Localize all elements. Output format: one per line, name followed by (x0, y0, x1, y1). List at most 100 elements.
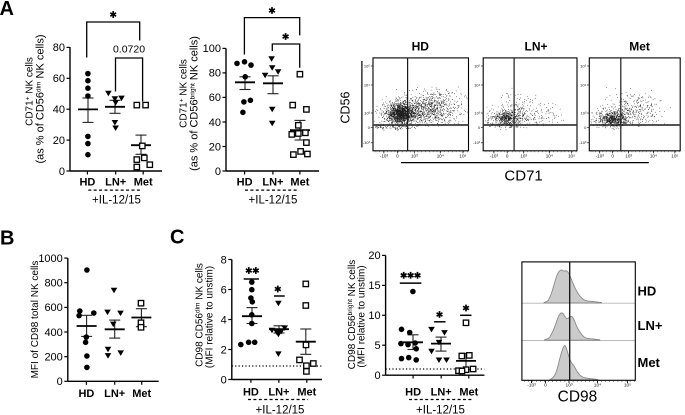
svg-text:0: 0 (396, 153, 399, 158)
svg-text:CD56: CD56 (339, 91, 353, 123)
svg-text:10⁵: 10⁵ (459, 153, 466, 158)
svg-text:LN+: LN+ (105, 176, 126, 188)
svg-text:40: 40 (209, 117, 221, 129)
svg-text:10⁵: 10⁵ (624, 382, 631, 388)
svg-text:0: 0 (215, 166, 221, 178)
svg-text:+IL-12/15: +IL-12/15 (249, 195, 298, 207)
svg-text:-10³: -10³ (579, 140, 587, 145)
svg-text:10⁵: 10⁵ (671, 153, 678, 158)
svg-text:MFI of CD98 total NK cells: MFI of CD98 total NK cells (30, 261, 41, 379)
svg-text:20: 20 (209, 141, 221, 153)
svg-text:10³: 10³ (566, 382, 573, 388)
svg-text:-10³: -10³ (363, 140, 371, 145)
svg-text:HD: HD (638, 284, 657, 299)
svg-text:800: 800 (44, 278, 62, 290)
svg-text:CD71+ NK cells: CD71+ NK cells (24, 57, 35, 126)
svg-text:LN+: LN+ (262, 176, 283, 188)
svg-text:0: 0 (584, 125, 587, 130)
svg-text:10³: 10³ (474, 110, 480, 115)
svg-text:CD98: CD98 (558, 389, 598, 406)
svg-text:-10³: -10³ (596, 153, 605, 158)
svg-text:5: 5 (374, 340, 380, 352)
svg-text:A: A (0, 0, 14, 20)
svg-text:HD: HD (79, 176, 95, 188)
svg-text:+IL-12/15: +IL-12/15 (416, 404, 465, 415)
svg-text:0: 0 (611, 153, 614, 158)
svg-text:10⁴: 10⁴ (594, 382, 601, 388)
svg-text:0: 0 (374, 370, 380, 382)
svg-text:-10³: -10³ (490, 153, 499, 158)
svg-text:100: 100 (203, 43, 221, 55)
svg-text:CD98 CD56dim NK cells: CD98 CD56dim NK cells (194, 263, 205, 367)
svg-text:0: 0 (544, 382, 547, 388)
svg-text:60: 60 (53, 73, 65, 85)
svg-text:Met: Met (290, 176, 309, 188)
svg-text:600: 600 (44, 302, 62, 314)
svg-text:+IL-12/15: +IL-12/15 (92, 195, 141, 207)
svg-text:20: 20 (368, 250, 380, 262)
svg-text:LN+: LN+ (638, 318, 663, 333)
svg-text:HD: HD (237, 176, 253, 188)
svg-text:Met: Met (132, 388, 151, 400)
svg-text:CD71: CD71 (504, 168, 542, 185)
svg-text:200: 200 (44, 352, 62, 364)
svg-text:C: C (170, 226, 184, 248)
svg-text:LN+: LN+ (104, 388, 125, 400)
svg-text:-10³: -10³ (380, 153, 389, 158)
svg-text:60: 60 (209, 92, 221, 104)
svg-text:80: 80 (209, 68, 221, 80)
svg-text:CD71+ NK cells: CD71+ NK cells (178, 59, 189, 128)
svg-text:10⁵: 10⁵ (364, 63, 370, 68)
svg-text:LN+: LN+ (431, 387, 452, 399)
svg-text:Met: Met (459, 387, 478, 399)
svg-text:0: 0 (506, 153, 509, 158)
svg-text:0: 0 (478, 125, 481, 130)
svg-text:10⁴: 10⁴ (650, 153, 657, 158)
svg-text:LN+: LN+ (268, 387, 289, 399)
svg-text:(MFI relative to unstim): (MFI relative to unstim) (357, 265, 368, 367)
svg-text:400: 400 (44, 327, 62, 339)
svg-text:0.0720: 0.0720 (113, 44, 145, 56)
svg-text:10⁴: 10⁴ (364, 82, 370, 87)
svg-text:10³: 10³ (411, 153, 418, 158)
svg-text:Met: Met (638, 355, 661, 370)
svg-text:10: 10 (368, 310, 380, 322)
svg-text:Met: Met (629, 40, 650, 54)
svg-text:+IL-12/15: +IL-12/15 (256, 404, 305, 415)
svg-text:CD98 CD56bright NK cells: CD98 CD56bright NK cells (347, 260, 358, 370)
svg-text:10³: 10³ (364, 110, 370, 115)
svg-text:10⁴: 10⁴ (437, 153, 444, 158)
svg-text:40: 40 (53, 104, 65, 116)
svg-text:10⁵: 10⁵ (474, 63, 480, 68)
svg-text:2: 2 (221, 344, 227, 356)
svg-text:4: 4 (221, 314, 227, 326)
svg-text:0: 0 (57, 376, 63, 388)
svg-text:10⁴: 10⁴ (474, 82, 480, 87)
svg-text:HD: HD (405, 387, 421, 399)
svg-text:8: 8 (221, 254, 227, 266)
svg-text:Met: Met (297, 387, 316, 399)
svg-text:10³: 10³ (520, 153, 527, 158)
svg-text:(as % of CD56dim NK cells): (as % of CD56dim NK cells) (35, 34, 47, 163)
svg-text:0: 0 (368, 125, 371, 130)
svg-text:6: 6 (221, 284, 227, 296)
svg-text:10³: 10³ (581, 110, 587, 115)
svg-text:10⁵: 10⁵ (580, 63, 586, 68)
svg-text:80: 80 (53, 42, 65, 54)
svg-text:0: 0 (221, 374, 227, 386)
svg-text:(MFI relative to unstim): (MFI relative to unstim) (205, 266, 216, 368)
svg-text:15: 15 (368, 280, 380, 292)
svg-text:1000: 1000 (38, 253, 62, 265)
svg-text:10⁴: 10⁴ (580, 82, 586, 87)
svg-text:HD: HD (78, 388, 94, 400)
svg-text:Met: Met (134, 176, 153, 188)
svg-text:HD: HD (243, 387, 259, 399)
svg-text:-10³: -10³ (473, 140, 481, 145)
svg-text:20: 20 (53, 135, 65, 147)
svg-text:10³: 10³ (625, 153, 632, 158)
svg-text:(as % of CD56bright NK cells): (as % of CD56bright NK cells) (189, 36, 201, 171)
svg-text:B: B (0, 227, 14, 249)
svg-text:0: 0 (59, 166, 65, 178)
svg-text:LN+: LN+ (524, 40, 547, 54)
svg-text:10⁵: 10⁵ (568, 153, 575, 158)
